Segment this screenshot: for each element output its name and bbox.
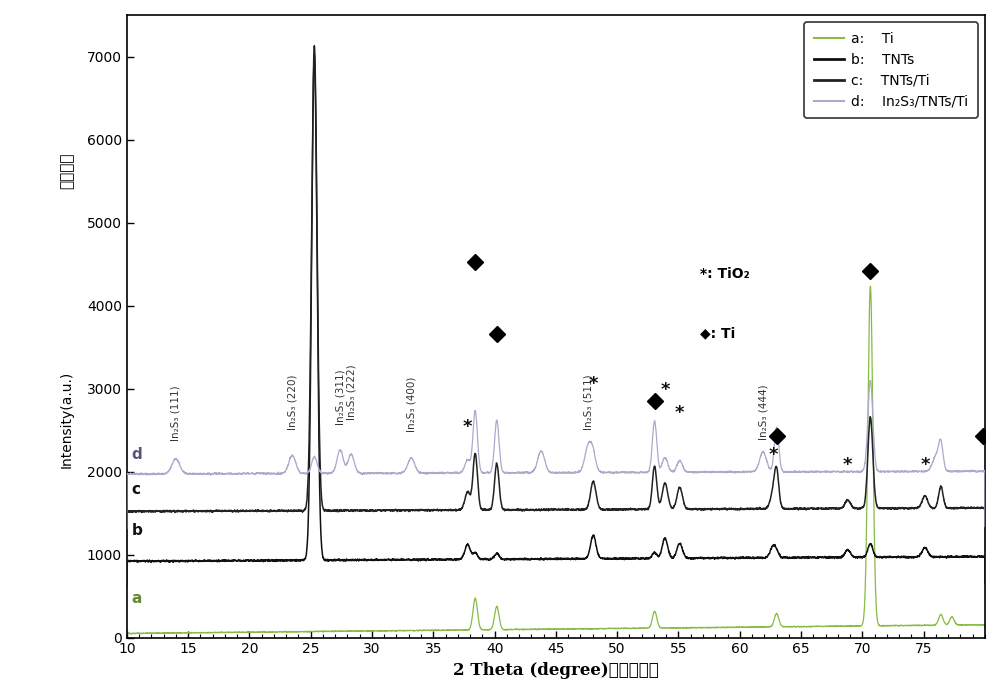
Text: b: b xyxy=(132,523,143,539)
Text: In₂S₃ (400): In₂S₃ (400) xyxy=(406,376,416,432)
Text: a: a xyxy=(132,591,142,606)
Text: 衍射强度: 衍射强度 xyxy=(59,153,74,189)
Text: In₂S₃ (111): In₂S₃ (111) xyxy=(171,385,181,441)
X-axis label: 2 Theta (degree)（衍射角）: 2 Theta (degree)（衍射角） xyxy=(453,662,659,679)
Text: c: c xyxy=(132,482,141,497)
Text: In₂S₃ (311): In₂S₃ (311) xyxy=(335,369,345,425)
Text: In₂S₃ (222): In₂S₃ (222) xyxy=(346,364,356,420)
Text: Intensity(a.u.): Intensity(a.u.) xyxy=(60,371,74,468)
Legend: a:    Ti, b:    TNTs, c:    TNTs/Ti, d:    In₂S₃/TNTs/Ti: a: Ti, b: TNTs, c: TNTs/Ti, d: In₂S₃/TNT… xyxy=(804,22,978,118)
Text: *: TiO₂: *: TiO₂ xyxy=(700,267,750,281)
Text: *: * xyxy=(768,446,778,464)
Text: *: * xyxy=(589,375,598,393)
Text: *: * xyxy=(660,381,670,399)
Text: In₂S₃ (444): In₂S₃ (444) xyxy=(758,384,768,440)
Text: *: * xyxy=(920,456,930,474)
Text: d: d xyxy=(132,447,142,462)
Text: In₂S₃ (220): In₂S₃ (220) xyxy=(287,375,297,430)
Text: *: * xyxy=(463,418,472,436)
Text: *: * xyxy=(843,456,852,474)
Text: In₂S₃ (511): In₂S₃ (511) xyxy=(583,375,593,430)
Text: ◆: Ti: ◆: Ti xyxy=(700,326,735,340)
Text: *: * xyxy=(675,405,684,423)
